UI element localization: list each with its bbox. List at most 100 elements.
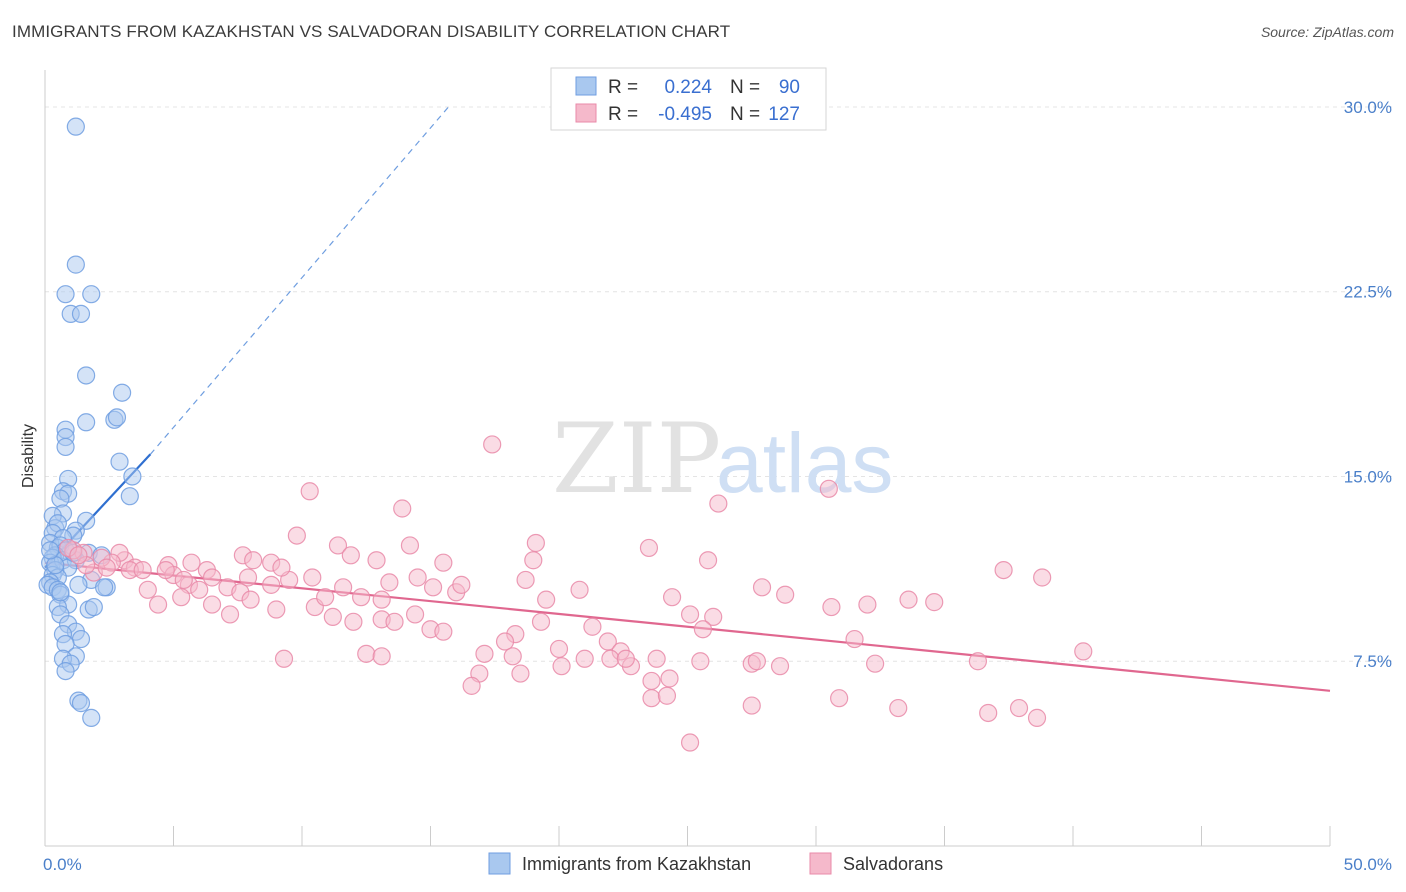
point-s2-56 xyxy=(405,605,425,624)
point-s2-30 xyxy=(262,575,281,594)
point-s1-0 xyxy=(66,117,85,136)
y-tick-label-2: 22.5% xyxy=(1344,283,1392,302)
y-axis-label: Disability xyxy=(20,424,37,488)
point-s1-70 xyxy=(51,583,70,602)
point-s2-49 xyxy=(241,590,260,609)
point-s2-17 xyxy=(698,551,718,570)
point-s2-4 xyxy=(709,494,728,513)
point-s2-34 xyxy=(352,588,371,607)
axes xyxy=(44,70,1331,847)
point-s1-74 xyxy=(41,541,60,560)
legend-frame xyxy=(550,67,827,131)
point-s2-79 xyxy=(274,649,294,668)
point-s2-99 xyxy=(680,733,700,752)
point-s2-72 xyxy=(647,649,666,668)
point-s1-73 xyxy=(95,578,114,597)
point-s1-10 xyxy=(77,413,96,432)
point-s2-91 xyxy=(642,689,661,708)
point-s2-125 xyxy=(925,593,944,612)
point-s1-66 xyxy=(56,661,75,681)
point-s2-5 xyxy=(287,526,306,545)
watermark-zip: ZIP xyxy=(552,403,721,515)
bottom-legend-swatch-0 xyxy=(488,852,511,875)
point-s1-19 xyxy=(120,487,139,506)
x-tick-label-min: 0.0% xyxy=(43,855,82,874)
point-s2-16 xyxy=(524,551,543,570)
point-s2-92 xyxy=(657,686,677,705)
point-s2-87 xyxy=(511,664,530,683)
trend-line-salvadorans xyxy=(44,561,1331,692)
point-s2-52 xyxy=(323,607,342,626)
point-s2-116 xyxy=(97,558,116,577)
point-s2-2 xyxy=(300,482,319,501)
watermark: ZIP atlas xyxy=(552,403,893,515)
point-s2-14 xyxy=(367,551,386,570)
point-s1-9 xyxy=(107,408,127,427)
point-s2-70 xyxy=(575,649,594,668)
legend-n-label-1: N = xyxy=(730,104,760,125)
y-tick-label-0: 7.5% xyxy=(1353,652,1392,671)
point-s1-68 xyxy=(71,694,91,713)
series-kazakhstan-points xyxy=(38,117,142,727)
point-s2-50 xyxy=(267,600,286,619)
point-s1-61 xyxy=(71,629,91,649)
watermark-atlas: atlas xyxy=(716,416,893,510)
point-s2-117 xyxy=(133,560,152,580)
point-s2-124 xyxy=(776,585,795,604)
point-s2-75 xyxy=(747,652,766,671)
point-s2-10 xyxy=(341,546,360,565)
point-s2-108 xyxy=(156,560,175,580)
point-s2-55 xyxy=(385,612,404,631)
point-s2-44 xyxy=(138,580,157,599)
point-s2-64 xyxy=(693,620,713,639)
point-s2-27 xyxy=(202,568,222,587)
point-s2-82 xyxy=(475,644,494,663)
point-s1-15 xyxy=(123,467,142,486)
point-s2-33 xyxy=(334,578,353,597)
point-s2-46 xyxy=(172,588,191,607)
point-s2-15 xyxy=(434,553,453,572)
correlation-legend: R = 0.224 N = 90 R = -0.495 N = 127 xyxy=(550,67,827,131)
point-s2-40 xyxy=(537,590,556,609)
legend-r-label-1: R = xyxy=(608,104,638,125)
point-s2-60 xyxy=(531,612,551,631)
point-s2-80 xyxy=(357,644,376,663)
point-s2-77 xyxy=(866,654,885,673)
point-s1-20 xyxy=(51,489,70,508)
bottom-legend-label-1: Salvadorans xyxy=(843,854,943,874)
point-s2-36 xyxy=(408,568,427,587)
point-s1-1 xyxy=(66,255,85,274)
point-s2-19 xyxy=(1033,568,1052,587)
point-s2-83 xyxy=(503,647,522,666)
y-tick-label-1: 15.0% xyxy=(1344,467,1392,486)
point-s2-18 xyxy=(994,560,1013,580)
legend-r-value-1: -0.495 xyxy=(658,104,712,125)
point-s1-56 xyxy=(84,597,103,617)
grid-lines xyxy=(45,106,1392,662)
point-s2-62 xyxy=(680,605,700,624)
point-s2-81 xyxy=(372,647,391,666)
point-s2-0 xyxy=(483,435,502,454)
point-s2-1 xyxy=(819,479,838,498)
point-s2-42 xyxy=(858,595,877,614)
point-s1-69 xyxy=(82,708,101,727)
point-s2-37 xyxy=(423,578,443,597)
point-s2-61 xyxy=(583,617,602,636)
point-s2-111 xyxy=(316,588,335,607)
point-s2-12 xyxy=(182,553,201,572)
point-s2-84 xyxy=(552,657,571,676)
point-s1-6 xyxy=(77,366,96,385)
point-s2-47 xyxy=(202,595,222,614)
point-s2-73 xyxy=(691,652,710,671)
point-s2-90 xyxy=(660,669,679,688)
point-s2-89 xyxy=(642,671,661,691)
point-s1-2 xyxy=(56,285,75,304)
point-s2-58 xyxy=(434,622,453,641)
point-s2-115 xyxy=(69,546,88,565)
trend-line-kazakhstan-extension xyxy=(149,106,449,455)
bottom-legend-label-0: Immigrants from Kazakhstan xyxy=(522,854,751,874)
point-s2-35 xyxy=(372,590,391,609)
point-s2-85 xyxy=(616,649,635,668)
point-s2-76 xyxy=(770,657,790,676)
